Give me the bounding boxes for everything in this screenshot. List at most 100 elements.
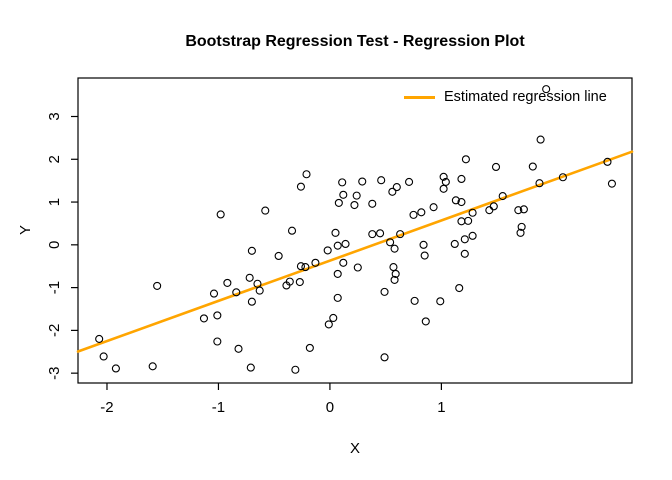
- data-point: [148, 362, 157, 371]
- data-point: [439, 184, 448, 193]
- data-point: [417, 208, 426, 217]
- data-point: [603, 157, 612, 166]
- data-point: [358, 177, 367, 186]
- data-point: [305, 343, 314, 352]
- data-point: [460, 235, 469, 244]
- y-tick-label: 2: [46, 155, 63, 163]
- data-point: [333, 293, 342, 302]
- data-point: [99, 352, 108, 361]
- data-point: [111, 364, 120, 373]
- data-point: [95, 334, 104, 343]
- data-point: [386, 238, 395, 247]
- data-point: [199, 314, 209, 323]
- data-point: [334, 198, 343, 207]
- data-point: [341, 239, 350, 249]
- legend-label: Estimated regression line: [444, 89, 607, 105]
- data-point: [301, 263, 310, 272]
- data-point: [247, 297, 256, 306]
- data-point: [498, 192, 507, 201]
- data-point: [368, 199, 377, 208]
- x-tick-label: -2: [100, 399, 113, 416]
- data-point: [390, 244, 399, 253]
- y-tick-label: -2: [46, 324, 63, 337]
- legend: Estimated regression line: [404, 89, 607, 105]
- data-point: [391, 269, 400, 278]
- data-point: [274, 251, 283, 261]
- data-point: [536, 135, 545, 144]
- data-point: [392, 183, 401, 192]
- data-point: [153, 281, 162, 290]
- data-point: [246, 363, 255, 372]
- data-point: [376, 229, 385, 238]
- y-tick-label: 0: [46, 241, 63, 249]
- data-point: [429, 203, 438, 212]
- data-point: [323, 246, 332, 255]
- data-point: [255, 286, 264, 295]
- data-point: [516, 228, 525, 237]
- data-point: [390, 275, 399, 284]
- y-tick-label: -3: [46, 366, 63, 379]
- data-point: [331, 228, 340, 237]
- data-point: [436, 297, 445, 306]
- data-point: [607, 179, 616, 188]
- data-point: [333, 241, 342, 250]
- data-point: [514, 206, 523, 215]
- regression-line: [76, 150, 634, 353]
- legend-line-swatch: [404, 95, 435, 99]
- data-point: [461, 155, 470, 164]
- data-point: [457, 198, 466, 207]
- chart-title: Bootstrap Regression Test - Regression P…: [185, 33, 525, 50]
- data-point: [285, 277, 294, 286]
- y-axis-label: Y: [17, 225, 34, 236]
- data-point: [558, 173, 567, 182]
- data-point: [223, 278, 232, 287]
- data-point: [339, 190, 348, 199]
- x-tick-label: -1: [212, 399, 225, 416]
- data-point: [350, 200, 359, 210]
- y-tick-label: 3: [46, 112, 63, 120]
- data-point: [324, 320, 333, 329]
- data-point: [261, 206, 270, 215]
- x-axis-label: X: [349, 440, 360, 457]
- data-point: [464, 216, 473, 225]
- data-point: [352, 191, 361, 200]
- data-point: [329, 313, 338, 323]
- data-point: [380, 353, 389, 362]
- data-point: [485, 206, 494, 215]
- y-tick-label: -1: [46, 281, 63, 294]
- data-point: [296, 182, 305, 191]
- data-point: [302, 170, 311, 179]
- data-point: [491, 162, 501, 172]
- data-point: [213, 337, 222, 346]
- data-point: [542, 85, 551, 94]
- data-point: [420, 251, 429, 260]
- data-point: [396, 230, 405, 239]
- data-point: [380, 287, 389, 296]
- x-tick-label: 0: [326, 399, 334, 416]
- data-point: [489, 202, 498, 211]
- data-point: [528, 162, 537, 171]
- data-point: [409, 210, 418, 219]
- data-point: [389, 263, 398, 272]
- data-point: [517, 222, 526, 231]
- data-point: [296, 262, 305, 271]
- plot-box: [77, 77, 633, 384]
- data-point: [405, 177, 414, 186]
- data-point: [460, 249, 469, 258]
- data-point: [455, 283, 464, 293]
- data-point: [234, 344, 243, 353]
- data-point: [291, 365, 300, 374]
- data-point: [247, 246, 256, 255]
- data-point: [311, 258, 320, 267]
- data-point: [410, 296, 419, 305]
- data-point: [232, 288, 241, 297]
- data-point: [339, 258, 348, 267]
- data-point: [457, 217, 466, 226]
- data-point: [353, 263, 362, 272]
- data-point: [535, 179, 544, 188]
- data-point: [245, 273, 254, 282]
- data-point: [519, 205, 528, 214]
- data-point: [421, 317, 430, 326]
